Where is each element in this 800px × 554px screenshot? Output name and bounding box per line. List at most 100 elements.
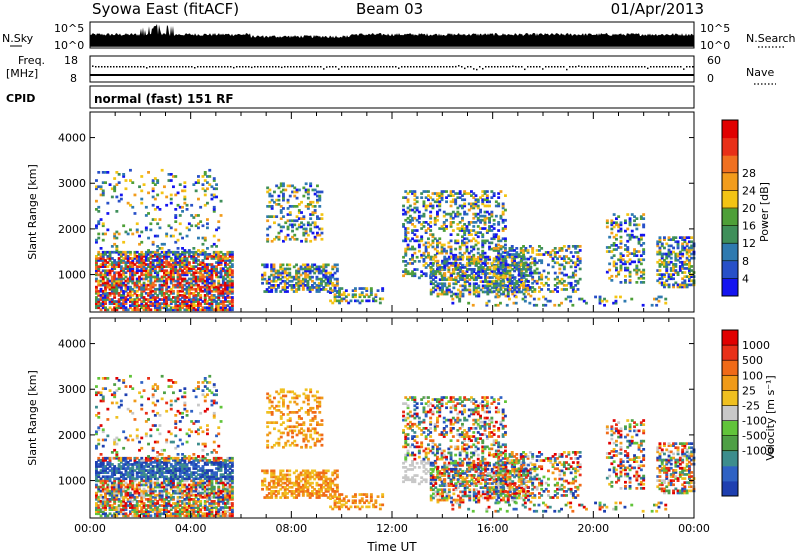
echo-cell (556, 275, 559, 279)
echo-cell (124, 298, 128, 301)
echo-cell (494, 303, 498, 307)
echo-cell (138, 298, 141, 301)
echo-cell (153, 475, 157, 479)
echo-cell (685, 267, 689, 270)
echo-cell (206, 285, 209, 289)
echo-cell (333, 265, 337, 269)
echo-cell (147, 292, 150, 295)
echo-cell (110, 308, 114, 312)
echo-cell (167, 296, 171, 299)
echo-cell (674, 256, 678, 260)
echo-cell (140, 508, 144, 511)
echo-cell (495, 255, 499, 259)
echo-cell (313, 221, 317, 225)
echo-cell (187, 253, 191, 256)
echo-cell (194, 250, 198, 254)
echo-cell (683, 236, 687, 239)
echo-cell (468, 257, 472, 261)
echo-cell (612, 254, 616, 257)
echo-cell (210, 283, 214, 287)
echo-cell (515, 251, 519, 254)
echo-cell (140, 287, 144, 291)
echo-cell (217, 306, 221, 310)
echo-cell (658, 281, 662, 285)
echo-cell (540, 277, 544, 281)
echo-cell (272, 265, 276, 269)
echo-cell (131, 514, 135, 518)
echo-cell (329, 273, 332, 277)
echo-cell (520, 274, 524, 277)
echo-cell (144, 473, 148, 476)
echo-cell (411, 218, 414, 222)
echo-cell (206, 308, 209, 312)
echo-cell (381, 287, 385, 290)
echo-cell (228, 285, 232, 289)
nave-dot (281, 66, 283, 69)
echo-cell (290, 275, 294, 279)
echo-cell (295, 227, 299, 231)
echo-cell (488, 280, 492, 283)
echo-cell (424, 204, 428, 208)
echo-cell (461, 216, 464, 220)
echo-cell (165, 289, 169, 293)
echo-cell (513, 276, 517, 279)
echo-cell (183, 304, 187, 307)
echo-cell (203, 257, 207, 260)
echo-cell (495, 292, 499, 296)
echo-cell (208, 302, 212, 305)
echo-cell (165, 302, 169, 305)
echo-cell (147, 257, 150, 260)
echo-cell (291, 190, 294, 194)
echo-cell (133, 456, 137, 460)
echo-cell (163, 506, 166, 509)
echo-cell (492, 237, 496, 241)
echo-cell (147, 514, 150, 518)
echo-cell (535, 281, 539, 285)
echo-cell (138, 255, 141, 258)
nave-dot (329, 66, 331, 68)
echo-cell (119, 259, 123, 262)
echo-cell (297, 271, 301, 275)
echo-cell (210, 289, 214, 293)
echo-cell (138, 471, 141, 474)
echo-cell (501, 284, 505, 287)
echo-cell (106, 489, 110, 493)
echo-cell (140, 302, 144, 305)
echo-cell (481, 268, 485, 271)
echo-cell (181, 271, 184, 275)
echo-cell (160, 471, 164, 474)
echo-cell (438, 200, 442, 204)
echo-cell (230, 253, 234, 256)
echo-cell (542, 253, 546, 256)
echo-cell (115, 283, 119, 287)
echo-cell (142, 273, 146, 277)
echo-cell (99, 185, 103, 189)
echo-cell (206, 247, 209, 250)
echo-cell (119, 493, 123, 497)
echo-cell (449, 194, 453, 197)
echo-cell (104, 296, 107, 299)
echo-cell (308, 269, 312, 273)
echo-cell (481, 214, 485, 218)
echo-cell (318, 227, 322, 231)
echo-cell (626, 250, 630, 253)
echo-cell (140, 465, 144, 468)
echo-cell (119, 481, 123, 485)
nave-max-label: 60 (707, 54, 721, 67)
echo-cell (115, 489, 119, 493)
echo-cell (420, 227, 424, 230)
echo-cell (217, 253, 221, 256)
echo-cell (149, 489, 153, 493)
echo-cell (228, 273, 232, 277)
echo-cell (433, 221, 437, 224)
echo-cell (156, 234, 160, 238)
echo-cell (110, 508, 114, 511)
echo-cell (160, 302, 164, 305)
echo-cell (113, 498, 117, 501)
echo-cell (140, 498, 144, 501)
echo-cell (167, 249, 171, 252)
echo-cell (226, 273, 230, 277)
echo-cell (181, 247, 184, 250)
echo-cell (292, 290, 296, 293)
echo-cell (126, 471, 130, 474)
